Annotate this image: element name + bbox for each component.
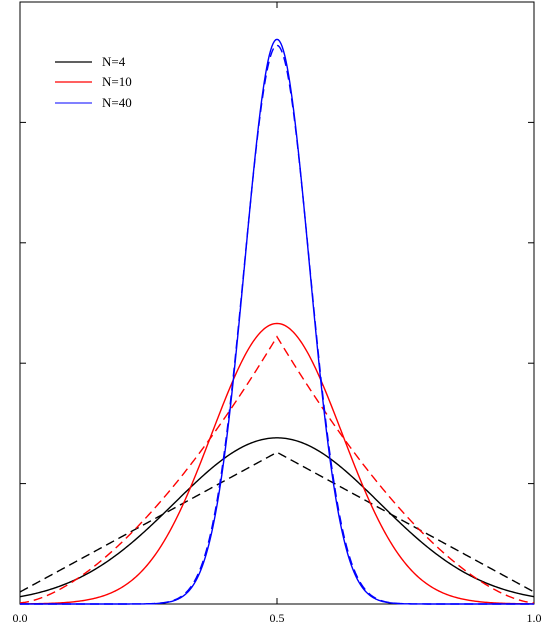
x-tick-label-0: 0.0: [13, 611, 28, 625]
legend-label-n40: N=40: [102, 95, 132, 110]
series-0-solid-line: [19, 437, 535, 598]
x-tick-label-1: 0.5: [270, 611, 285, 625]
series-1-solid-line: [19, 322, 535, 605]
axis-ticks: [19, 1, 535, 605]
series-2-solid-line: [20, 38, 534, 605]
plot-curves: [19, 38, 535, 605]
legend: N=4 N=10 N=40: [55, 54, 132, 110]
legend-label-n10: N=10: [102, 74, 132, 89]
series-1-dashed-line: [19, 335, 535, 604]
plot-frame: [19, 1, 535, 605]
legend-label-n4: N=4: [102, 54, 126, 69]
x-tick-label-2: 1.0: [527, 611, 542, 625]
